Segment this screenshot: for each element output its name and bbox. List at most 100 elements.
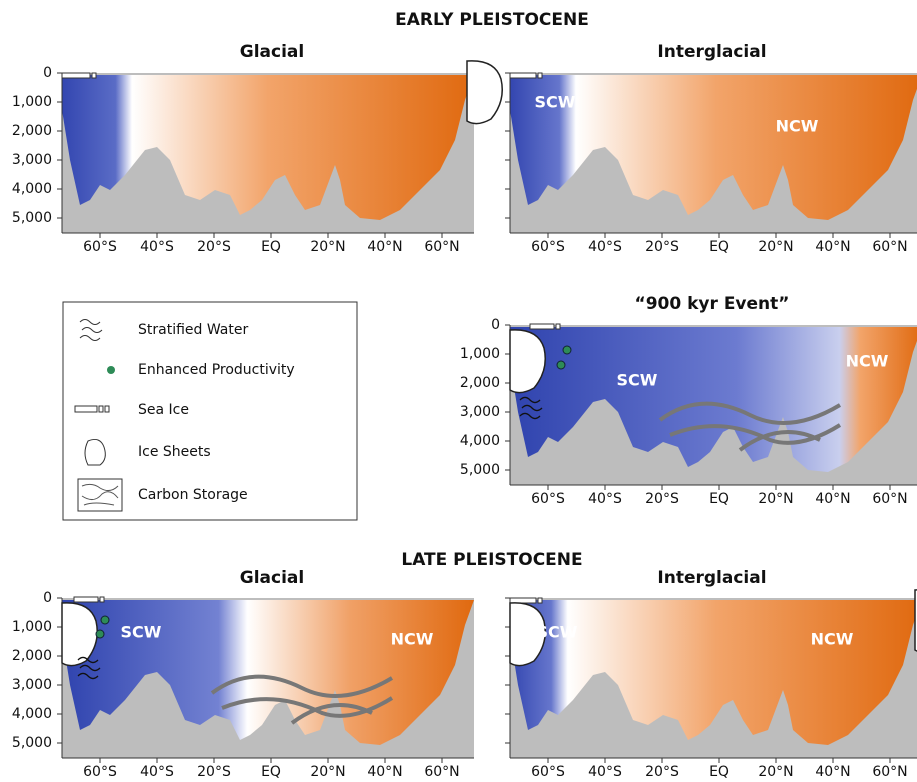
latitude-label: EQ <box>261 764 281 780</box>
latitude-label: 60°S <box>531 491 565 507</box>
depth-label: 3,000 <box>12 152 52 168</box>
depth-label: 2,000 <box>12 123 52 139</box>
sea-ice <box>529 323 555 330</box>
sea-ice <box>91 72 97 79</box>
latitude-label: 20°S <box>197 239 231 255</box>
latitude-label: 40°S <box>588 764 622 780</box>
water-label: NCW <box>391 630 434 649</box>
water-label: SCW <box>535 93 576 112</box>
legend-label: Ice Sheets <box>138 444 211 460</box>
depth-label: 5,000 <box>12 735 52 751</box>
depth-label: 4,000 <box>12 706 52 722</box>
panel: 0 1,000 2,000 3,000 4,000 5,000 60°S 40°S 20°S EQ… <box>460 317 917 507</box>
sea-ice-icon <box>98 405 104 413</box>
water-label: NCW <box>811 630 854 649</box>
latitude-label: EQ <box>261 239 281 255</box>
sea-ice <box>537 72 543 79</box>
latitude-label: 60°N <box>872 764 907 780</box>
depth-label: 2,000 <box>460 375 500 391</box>
water-label: SCW <box>617 371 658 390</box>
depth-label: 3,000 <box>460 404 500 420</box>
depth-label: 5,000 <box>460 462 500 478</box>
latitude-label: 40°N <box>815 491 850 507</box>
water-label: NCW <box>776 117 819 136</box>
latitude-label: 60°N <box>424 239 459 255</box>
water-mass <box>510 75 917 220</box>
sea-ice-icon <box>104 405 110 413</box>
water-label: NCW <box>846 352 889 371</box>
carbon-storage <box>210 674 394 725</box>
latitude-label: 60°S <box>83 764 117 780</box>
ice-sheet <box>466 60 503 125</box>
latitude-label: 40°S <box>588 491 622 507</box>
latitude-label: 20°N <box>758 239 793 255</box>
sea-ice <box>99 596 105 603</box>
depth-label: 0 <box>43 65 52 81</box>
panel: 60°S 40°S 20°S EQ 20°N 40°N 60°N SCW NCW <box>505 589 917 780</box>
productivity <box>562 345 572 355</box>
panel-title: Glacial <box>240 42 304 62</box>
water-mass <box>510 600 917 745</box>
depth-label: 1,000 <box>460 346 500 362</box>
productivity <box>95 629 105 639</box>
stratified-water <box>77 656 101 680</box>
sea-ice <box>73 596 99 603</box>
latitude-label: 60°S <box>531 239 565 255</box>
depth-label: 4,000 <box>12 181 52 197</box>
carbon-icon <box>81 483 119 506</box>
legend-label: Sea Ice <box>138 402 189 418</box>
carbon-storage <box>658 401 842 452</box>
panel: 0 1,000 2,000 3,000 4,000 5,000 60°S 40°S 20°S EQ… <box>12 590 474 780</box>
depth-label: 0 <box>43 590 52 606</box>
panel: 60°S 40°S 20°S EQ 20°N 40°N 60°N SCW NCW <box>505 72 917 255</box>
water-label: SCW <box>537 623 578 642</box>
latitude-label: 20°S <box>645 491 679 507</box>
legend: Stratified Water Enhanced Productivity Sea… <box>62 301 358 521</box>
latitude-label: 40°N <box>367 239 402 255</box>
legend-label: Stratified Water <box>138 322 248 338</box>
sea-ice <box>61 72 91 79</box>
sea-ice <box>537 597 543 604</box>
latitude-label: 20°S <box>197 764 231 780</box>
stratified-water <box>519 396 543 420</box>
latitude-label: 40°S <box>588 239 622 255</box>
latitude-label: 20°N <box>310 239 345 255</box>
latitude-label: 20°S <box>645 239 679 255</box>
depth-label: 4,000 <box>460 433 500 449</box>
panel-title: Interglacial <box>657 568 766 588</box>
ice-sheet <box>509 329 546 394</box>
ice-sheet <box>509 602 546 667</box>
panel: 0 1,000 2,000 3,000 4,000 5,000 60°S 40°S 20°S EQ… <box>12 60 503 255</box>
latitude-label: EQ <box>709 491 729 507</box>
depth-label: 1,000 <box>12 619 52 635</box>
depth-label: 3,000 <box>12 677 52 693</box>
water-mass <box>62 75 474 220</box>
stratified-icon <box>79 319 103 341</box>
latitude-label: EQ <box>709 239 729 255</box>
water-label: SCW <box>121 623 162 642</box>
latitude-label: EQ <box>709 764 729 780</box>
latitude-label: 20°S <box>645 764 679 780</box>
productivity <box>556 360 566 370</box>
panel-title: Interglacial <box>657 42 766 62</box>
depth-label: 5,000 <box>12 210 52 226</box>
panel-title: “900 kyr Event” <box>635 294 790 314</box>
depth-label: 2,000 <box>12 648 52 664</box>
ice-sheet-icon <box>84 439 106 466</box>
ice-sheet <box>61 602 98 667</box>
latitude-label: 60°N <box>424 764 459 780</box>
sea-ice <box>509 72 537 79</box>
panel-title: Glacial <box>240 568 304 588</box>
latitude-label: 60°S <box>531 764 565 780</box>
section-title: EARLY PLEISTOCENE <box>395 10 589 30</box>
depth-label: 0 <box>491 317 500 333</box>
latitude-label: 60°S <box>83 239 117 255</box>
latitude-label: 40°N <box>815 764 850 780</box>
productivity <box>100 615 110 625</box>
latitude-label: 40°N <box>815 239 850 255</box>
section-title: LATE PLEISTOCENE <box>401 550 582 570</box>
latitude-label: 40°S <box>140 239 174 255</box>
latitude-label: 60°N <box>872 491 907 507</box>
productivity-icon <box>107 366 115 374</box>
